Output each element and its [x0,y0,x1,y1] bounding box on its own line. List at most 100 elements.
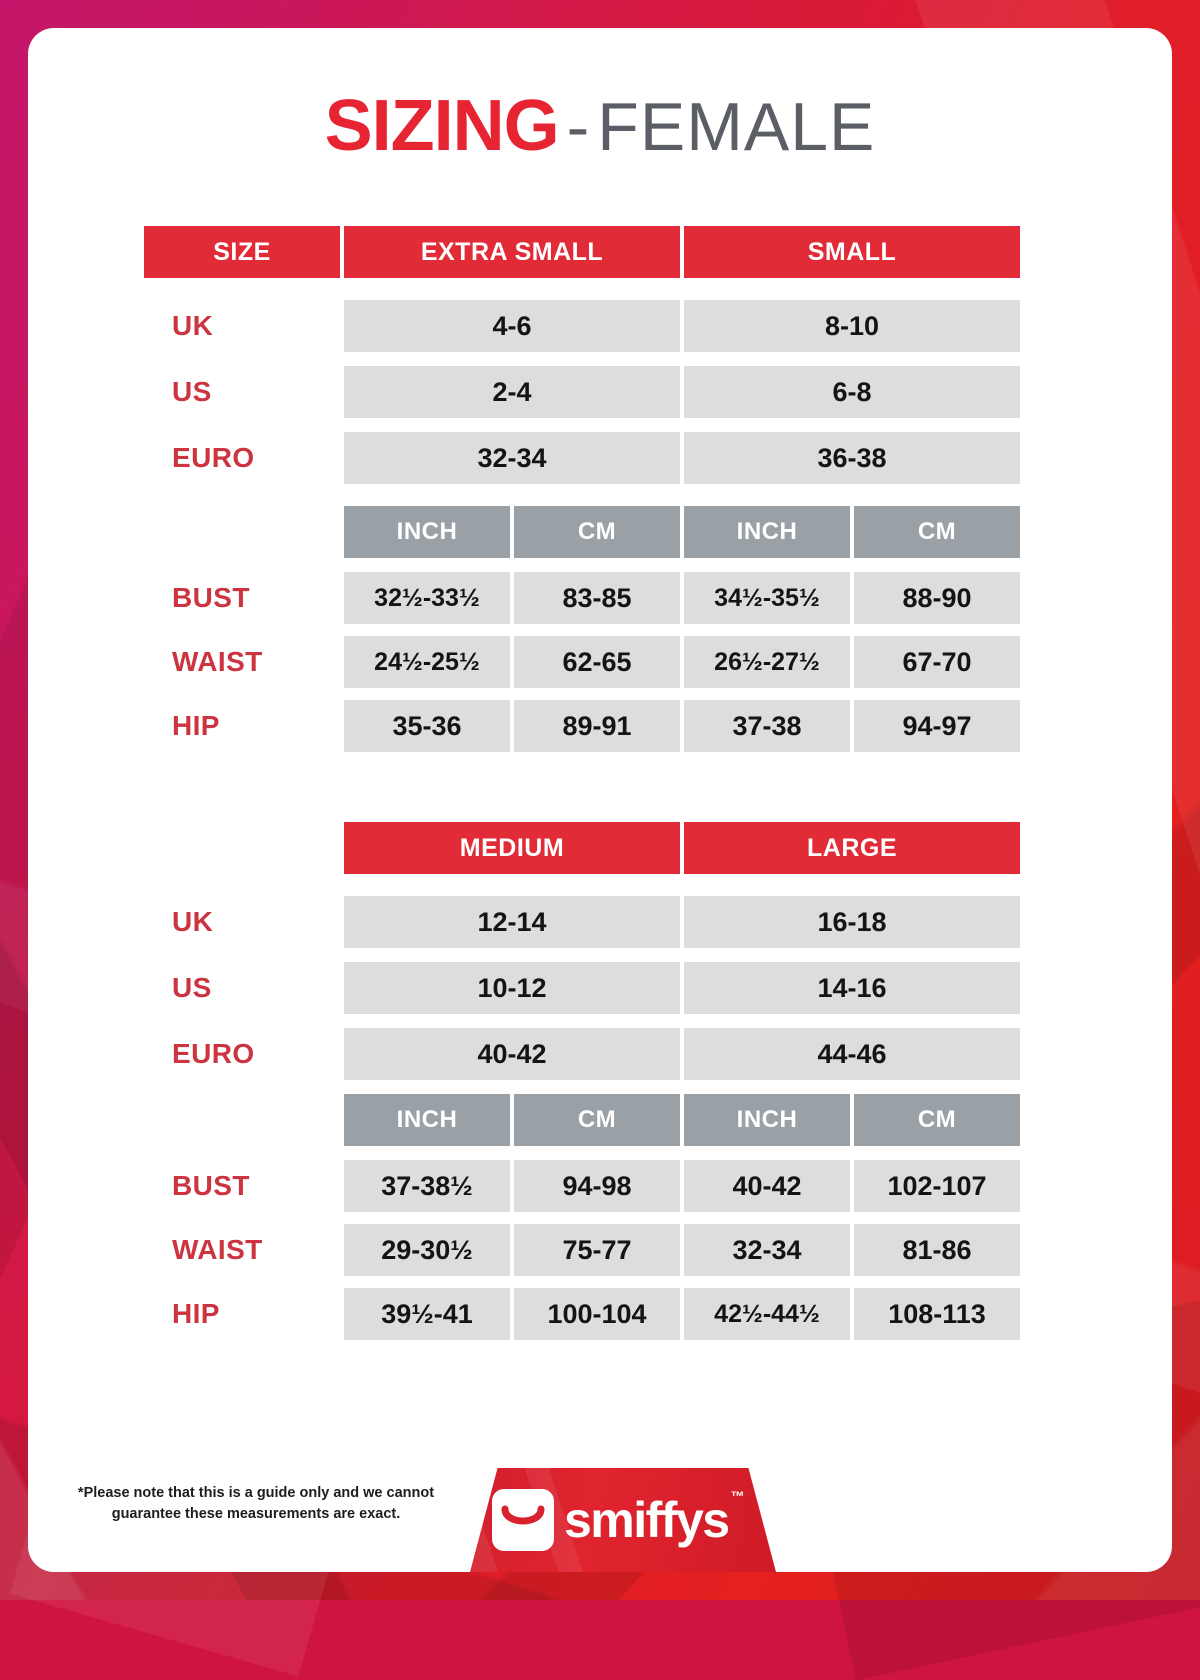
page-title-primary: SIZING [324,86,560,166]
row-spacer [144,874,1010,896]
row-label-bust: BUST [172,1170,250,1201]
table-row: HIP 39½-41 100-104 42½-44½ 108-113 [144,1288,1020,1340]
unit-header-inch-s: INCH [684,506,850,558]
cell-hip-l-inch: 42½-44½ [684,1288,850,1340]
cell-bust-s-cm: 88-90 [854,572,1020,624]
cell-euro-small: 36-38 [684,432,1020,484]
cell-euro-extra-small: 32-34 [344,432,680,484]
row-label-us: US [172,376,212,407]
table-row: UK 12-14 16-18 [144,896,1020,948]
sizing-chart-card: SIZING - FEMALE SIZE EXTRA SMALL SMALL UK … [28,28,1172,1572]
row-spacer [144,1080,1010,1094]
cell-bust-l-cm: 102-107 [854,1160,1020,1212]
row-label-hip: HIP [172,710,220,741]
unit-header-inch-m: INCH [344,1094,510,1146]
row-spacer [144,558,1010,572]
cell-bust-l-inch: 40-42 [684,1160,850,1212]
cell-waist-l-cm: 81-86 [854,1224,1020,1276]
header-cell-small: SMALL [684,226,1020,278]
row-label-euro: EURO [172,442,255,473]
row-spacer [144,948,1010,962]
row-label-uk: UK [172,906,214,937]
cell-hip-xs-inch: 35-36 [344,700,510,752]
cell-hip-xs-cm: 89-91 [514,700,680,752]
table-row: EURO 32-34 36-38 [144,432,1020,484]
unit-header-spacer [144,506,340,558]
header-cell-medium: MEDIUM [344,822,680,874]
cell-hip-s-inch: 37-38 [684,700,850,752]
row-label-hip: HIP [172,1298,220,1329]
cell-us-medium: 10-12 [344,962,680,1014]
cell-waist-l-inch: 32-34 [684,1224,850,1276]
row-spacer [144,352,1010,366]
header-cell-spacer [144,822,340,874]
table-row: WAIST 29-30½ 75-77 32-34 81-86 [144,1224,1020,1276]
table-row: UK 4-6 8-10 [144,300,1020,352]
row-spacer [144,1212,1010,1224]
cell-euro-large: 44-46 [684,1028,1020,1080]
page-title-secondary: FEMALE [597,89,876,165]
unit-header-row: INCH CM INCH CM [144,506,1020,558]
cell-waist-m-cm: 75-77 [514,1224,680,1276]
row-label-bust: BUST [172,582,250,613]
table-header-row: SIZE EXTRA SMALL SMALL [144,226,1020,278]
table-row: WAIST 24½-25½ 62-65 26½-27½ 67-70 [144,636,1020,688]
sizing-table-m-l: MEDIUM LARGE UK 12-14 16-18 US 10-12 14-… [144,822,1020,1340]
cell-euro-medium: 40-42 [344,1028,680,1080]
table-row: US 2-4 6-8 [144,366,1020,418]
page-title: SIZING - FEMALE [28,28,1172,162]
row-label-waist: WAIST [172,1234,263,1265]
table-row: BUST 32½-33½ 83-85 34½-35½ 88-90 [144,572,1020,624]
cell-waist-m-inch: 29-30½ [344,1224,510,1276]
cell-bust-m-inch: 37-38½ [344,1160,510,1212]
unit-header-cm-s: CM [854,506,1020,558]
smiffys-logo: smiffys ™ [470,1468,776,1572]
sizing-table-xs-s: SIZE EXTRA SMALL SMALL UK 4-6 8-10 US 2-… [144,226,1020,752]
cell-us-large: 14-16 [684,962,1020,1014]
logo-wordmark: smiffys [564,1492,730,1548]
cell-hip-m-inch: 39½-41 [344,1288,510,1340]
table-header-row: MEDIUM LARGE [144,822,1020,874]
unit-header-spacer [144,1094,340,1146]
cell-us-small: 6-8 [684,366,1020,418]
cell-bust-xs-inch: 32½-33½ [344,572,510,624]
table-row: EURO 40-42 44-46 [144,1028,1020,1080]
header-cell-extra-small: EXTRA SMALL [344,226,680,278]
header-cell-size: SIZE [144,226,340,278]
cell-uk-large: 16-18 [684,896,1020,948]
cell-hip-l-cm: 108-113 [854,1288,1020,1340]
smile-icon [492,1489,554,1551]
cell-uk-extra-small: 4-6 [344,300,680,352]
disclaimer-text: *Please note that this is a guide only a… [77,1484,435,1523]
unit-header-cm-l: CM [854,1094,1020,1146]
cell-bust-m-cm: 94-98 [514,1160,680,1212]
unit-header-inch-xs: INCH [344,506,510,558]
row-label-us: US [172,972,212,1003]
row-spacer [144,418,1010,432]
cell-bust-xs-cm: 83-85 [514,572,680,624]
cell-hip-m-cm: 100-104 [514,1288,680,1340]
row-label-waist: WAIST [172,646,263,677]
row-spacer [144,1146,1010,1160]
unit-header-cm-xs: CM [514,506,680,558]
table-row: BUST 37-38½ 94-98 40-42 102-107 [144,1160,1020,1212]
unit-header-cm-m: CM [514,1094,680,1146]
table-row: US 10-12 14-16 [144,962,1020,1014]
row-spacer [144,484,1010,506]
cell-bust-s-inch: 34½-35½ [684,572,850,624]
row-spacer [144,278,1010,300]
cell-uk-small: 8-10 [684,300,1020,352]
cell-hip-s-cm: 94-97 [854,700,1020,752]
cell-waist-s-inch: 26½-27½ [684,636,850,688]
header-cell-large: LARGE [684,822,1020,874]
cell-waist-xs-cm: 62-65 [514,636,680,688]
unit-header-row: INCH CM INCH CM [144,1094,1020,1146]
cell-us-extra-small: 2-4 [344,366,680,418]
row-spacer [144,624,1010,636]
row-label-uk: UK [172,310,214,341]
row-spacer [144,688,1010,700]
trademark-symbol: ™ [730,1488,745,1504]
page-title-separator: - [566,89,590,165]
cell-waist-s-cm: 67-70 [854,636,1020,688]
cell-waist-xs-inch: 24½-25½ [344,636,510,688]
